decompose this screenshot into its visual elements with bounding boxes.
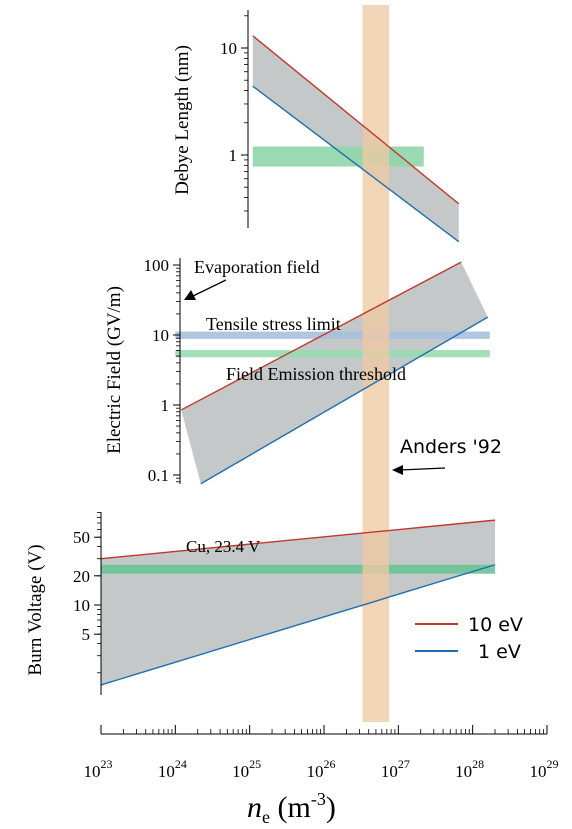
- burn-band-1: [101, 564, 496, 574]
- burn-y-axis-label: Burn Voltage (V): [25, 544, 46, 675]
- field-y-tick-label: 0.1: [148, 466, 169, 485]
- legend-label-2: 1 eV: [478, 641, 521, 663]
- anders-band-layer: [362, 5, 390, 722]
- x-tick-label: 1029: [529, 757, 558, 781]
- anders-arrow-head: [392, 465, 403, 475]
- field-envelope: [181, 262, 488, 484]
- x-tick-label: 1023: [84, 757, 113, 781]
- evaporation-field-label: Evaporation field: [194, 257, 319, 277]
- debye-series-10ev: [252, 35, 460, 205]
- burn-y-tick-label: 50: [73, 528, 90, 547]
- x-tick-label: 1028: [455, 757, 484, 781]
- field-band-1: [175, 331, 490, 339]
- debye-y-tick-label: 1: [229, 146, 238, 165]
- x-tick-label: 1024: [158, 757, 187, 781]
- evaporation-arrow-shaft: [192, 279, 227, 297]
- cu-burn-voltage-label: Cu, 23.4 V: [186, 537, 261, 556]
- field-y-axis-label: Electric Field (GV/m): [104, 286, 125, 454]
- field-series-10ev: [180, 261, 462, 411]
- x-tick-label: 1027: [381, 757, 410, 781]
- field-y-tick-label: 100: [144, 256, 170, 275]
- x-tick-label: 1026: [306, 757, 335, 781]
- anders-arrow-shaft: [399, 467, 446, 471]
- field-y-tick-label: 10: [152, 326, 169, 345]
- series-lines: [100, 35, 496, 686]
- field-y-tick-label: 1: [161, 396, 170, 415]
- x-tick-label: 1025: [232, 757, 261, 781]
- debye-y-tick-label: 10: [220, 39, 237, 58]
- debye-y-axis-label: Debye Length (nm): [172, 45, 193, 195]
- evaporation-arrow-head: [184, 290, 196, 300]
- tensile-stress-label: Tensile stress limit: [206, 314, 341, 334]
- burn-series-10ev: [100, 519, 496, 560]
- burn-y-tick-label: 10: [73, 596, 90, 615]
- field-series-1ev: [200, 316, 489, 485]
- debye-band-1: [252, 146, 424, 167]
- burn-envelope: [101, 520, 496, 685]
- burn-series-1ev: [100, 564, 496, 686]
- anders-band: [362, 5, 390, 722]
- field-band-2: [175, 350, 490, 358]
- shaded-regions: [101, 35, 496, 685]
- axes: [94, 10, 548, 735]
- debye-envelope: [252, 35, 459, 242]
- burn-y-tick-label: 5: [82, 625, 91, 644]
- x-axis-label: ne (m-3): [247, 789, 336, 827]
- burn-y-tick-label: 20: [73, 567, 90, 586]
- field-emission-label: Field Emission threshold: [226, 364, 406, 384]
- labels: 1 10 Debye Length (nm) 0.1 1 10 100 Electric Fi…: [25, 39, 558, 827]
- legend-label-1: 10 eV: [468, 614, 523, 636]
- anders-label: Anders '92: [400, 436, 502, 458]
- debye-series-1ev: [252, 85, 460, 243]
